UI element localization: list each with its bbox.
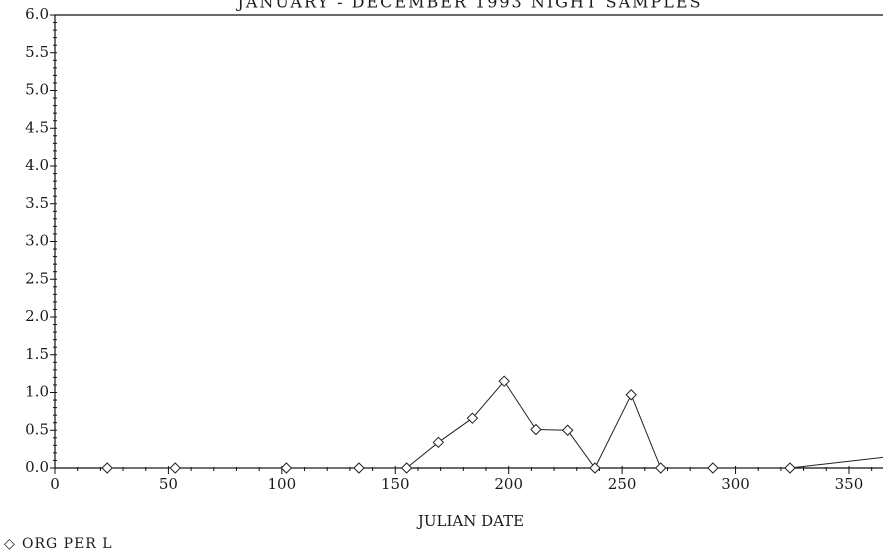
data-point — [625, 389, 637, 401]
data-point — [530, 423, 542, 436]
data-point — [432, 436, 445, 449]
y-tick-label: 2.5 — [25, 269, 49, 287]
y-tick-label: 3.0 — [25, 232, 49, 250]
data-point — [784, 462, 796, 474]
series-line — [107, 380, 883, 469]
data-point — [280, 462, 293, 474]
data-point — [707, 462, 719, 474]
data-point — [561, 424, 574, 436]
x-tick-label: 350 — [835, 475, 864, 493]
x-tick-label: 200 — [494, 475, 523, 493]
x-tick-label: 0 — [50, 475, 60, 493]
data-point — [498, 375, 510, 387]
data-point — [353, 462, 365, 474]
y-tick-label: 5.0 — [25, 81, 49, 99]
axes: 0.0 0.5 1.0 1.5 2.0 2.5 3.0 3.5 4.0 4.5 5.0 5.5 6.0 0… — [25, 5, 883, 493]
x-tick-label: 250 — [608, 475, 637, 493]
y-tick-label: 0.5 — [25, 420, 49, 438]
data-point — [466, 412, 479, 424]
y-tick-label: 5.5 — [25, 43, 49, 61]
y-tick-label: 6.0 — [25, 5, 49, 23]
legend: ◇ ORG PER L — [4, 536, 113, 552]
y-tick-label: 2.0 — [25, 307, 49, 325]
data-point — [400, 462, 413, 474]
x-tick-label: 100 — [268, 475, 297, 493]
data-point — [101, 462, 113, 474]
x-tick-label: 300 — [721, 475, 750, 493]
y-tick-label: 4.5 — [25, 118, 49, 136]
x-tick-label: 50 — [159, 475, 178, 493]
data-point — [589, 462, 601, 474]
x-tick-label: 150 — [381, 475, 410, 493]
data-point — [169, 462, 181, 474]
y-tick-label: 0.0 — [25, 458, 49, 476]
data-point — [654, 462, 667, 474]
series-layer — [101, 375, 883, 474]
chart-title: JANUARY - DECEMBER 1993 NIGHT SAMPLES — [235, 0, 702, 12]
y-tick-label: 1.5 — [25, 345, 49, 363]
legend-symbol: ◇ — [4, 536, 16, 552]
y-tick-label: 1.0 — [25, 383, 49, 401]
y-tick-label: 3.5 — [25, 194, 49, 212]
legend-label: ORG PER L — [22, 536, 113, 552]
x-axis-title: JULIAN DATE — [416, 512, 524, 530]
y-tick-label: 4.0 — [25, 156, 49, 174]
